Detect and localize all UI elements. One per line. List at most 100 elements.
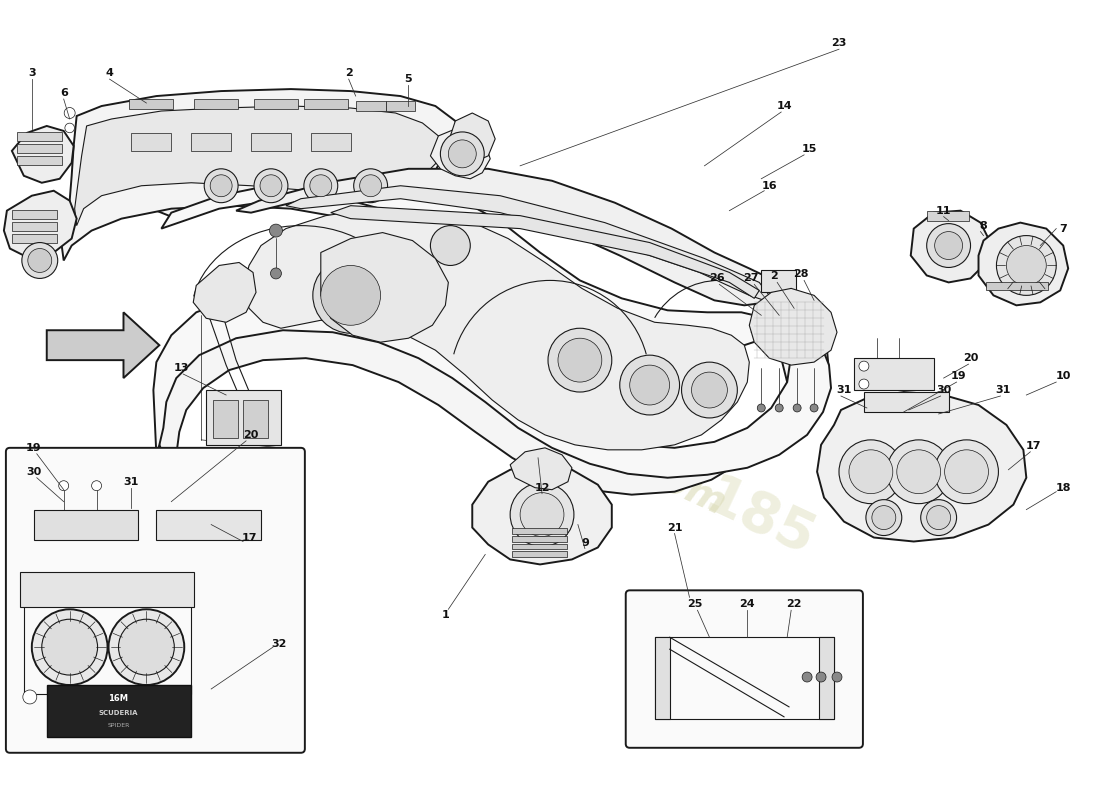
Bar [34,510,139,539]
Text: 11: 11 [936,206,952,216]
Bar [12,234,57,242]
Polygon shape [243,209,749,450]
Text: 20: 20 [962,353,978,363]
Bar [191,133,231,151]
Text: 15: 15 [802,144,817,154]
Bar [243,400,268,438]
Bar [213,400,238,438]
Bar [16,144,62,153]
Polygon shape [194,262,256,322]
Circle shape [23,690,36,704]
Circle shape [859,361,869,371]
Text: 32: 32 [272,639,287,649]
Bar [513,543,566,550]
Text: 185: 185 [695,470,823,569]
Polygon shape [450,113,495,163]
Circle shape [896,450,940,494]
Bar [513,535,566,542]
Polygon shape [12,126,74,182]
Circle shape [872,506,895,530]
Circle shape [926,506,950,530]
Circle shape [859,379,869,389]
Bar [20,572,195,607]
Bar [654,637,670,719]
Circle shape [849,450,893,494]
Circle shape [449,140,476,168]
Polygon shape [321,233,449,342]
Circle shape [619,355,680,415]
Circle shape [935,440,999,504]
Circle shape [360,174,382,197]
Bar [355,101,386,111]
Polygon shape [979,222,1068,306]
Circle shape [58,481,68,490]
Bar [195,99,238,109]
Circle shape [260,174,282,197]
Polygon shape [153,181,830,478]
Circle shape [793,404,801,412]
Circle shape [757,404,766,412]
Bar [156,510,261,539]
Bar [654,637,834,719]
Circle shape [887,440,950,504]
Text: 8: 8 [980,221,988,230]
Bar [206,390,280,445]
Text: SPIDER: SPIDER [108,723,130,728]
Text: 16M: 16M [109,694,129,703]
Text: 31: 31 [124,477,139,486]
Circle shape [304,169,338,202]
Circle shape [270,224,283,237]
Polygon shape [286,186,769,300]
Text: 5: 5 [405,74,412,84]
Circle shape [558,338,602,382]
Text: 24: 24 [739,599,755,610]
Text: SCUDERIA: SCUDERIA [99,710,139,716]
Circle shape [802,672,812,682]
Text: 21: 21 [667,522,682,533]
Text: 22: 22 [786,599,802,610]
Bar [254,99,298,109]
Circle shape [205,169,238,202]
Circle shape [520,493,564,537]
Circle shape [692,372,727,408]
Circle shape [548,328,612,392]
Circle shape [119,619,174,675]
Text: 16: 16 [761,181,777,190]
Bar [251,133,290,151]
Circle shape [440,132,484,176]
Circle shape [816,672,826,682]
Circle shape [22,242,57,278]
Circle shape [42,619,98,675]
Bar [513,527,566,534]
Bar [130,99,174,109]
Polygon shape [911,210,990,282]
Circle shape [64,107,75,118]
Bar [926,210,968,221]
Polygon shape [62,89,460,261]
Text: 28: 28 [793,270,808,279]
Text: 3: 3 [28,68,35,78]
Bar [47,685,191,737]
Text: 4: 4 [106,68,113,78]
Bar [304,99,348,109]
Bar [16,132,62,141]
Bar [820,637,834,719]
Bar [386,101,416,111]
Text: 7: 7 [1059,223,1067,234]
Text: 27: 27 [744,274,759,283]
Circle shape [1006,246,1046,286]
Polygon shape [331,206,759,298]
Circle shape [91,481,101,490]
Circle shape [65,123,75,133]
Polygon shape [749,288,837,365]
Polygon shape [4,190,77,258]
Circle shape [312,258,388,334]
Circle shape [935,231,962,259]
Circle shape [682,362,737,418]
Bar [24,602,191,694]
Text: 19: 19 [26,443,42,453]
Circle shape [109,610,185,685]
Bar [761,270,796,292]
Text: 30: 30 [26,466,42,477]
Text: 19: 19 [950,371,967,381]
